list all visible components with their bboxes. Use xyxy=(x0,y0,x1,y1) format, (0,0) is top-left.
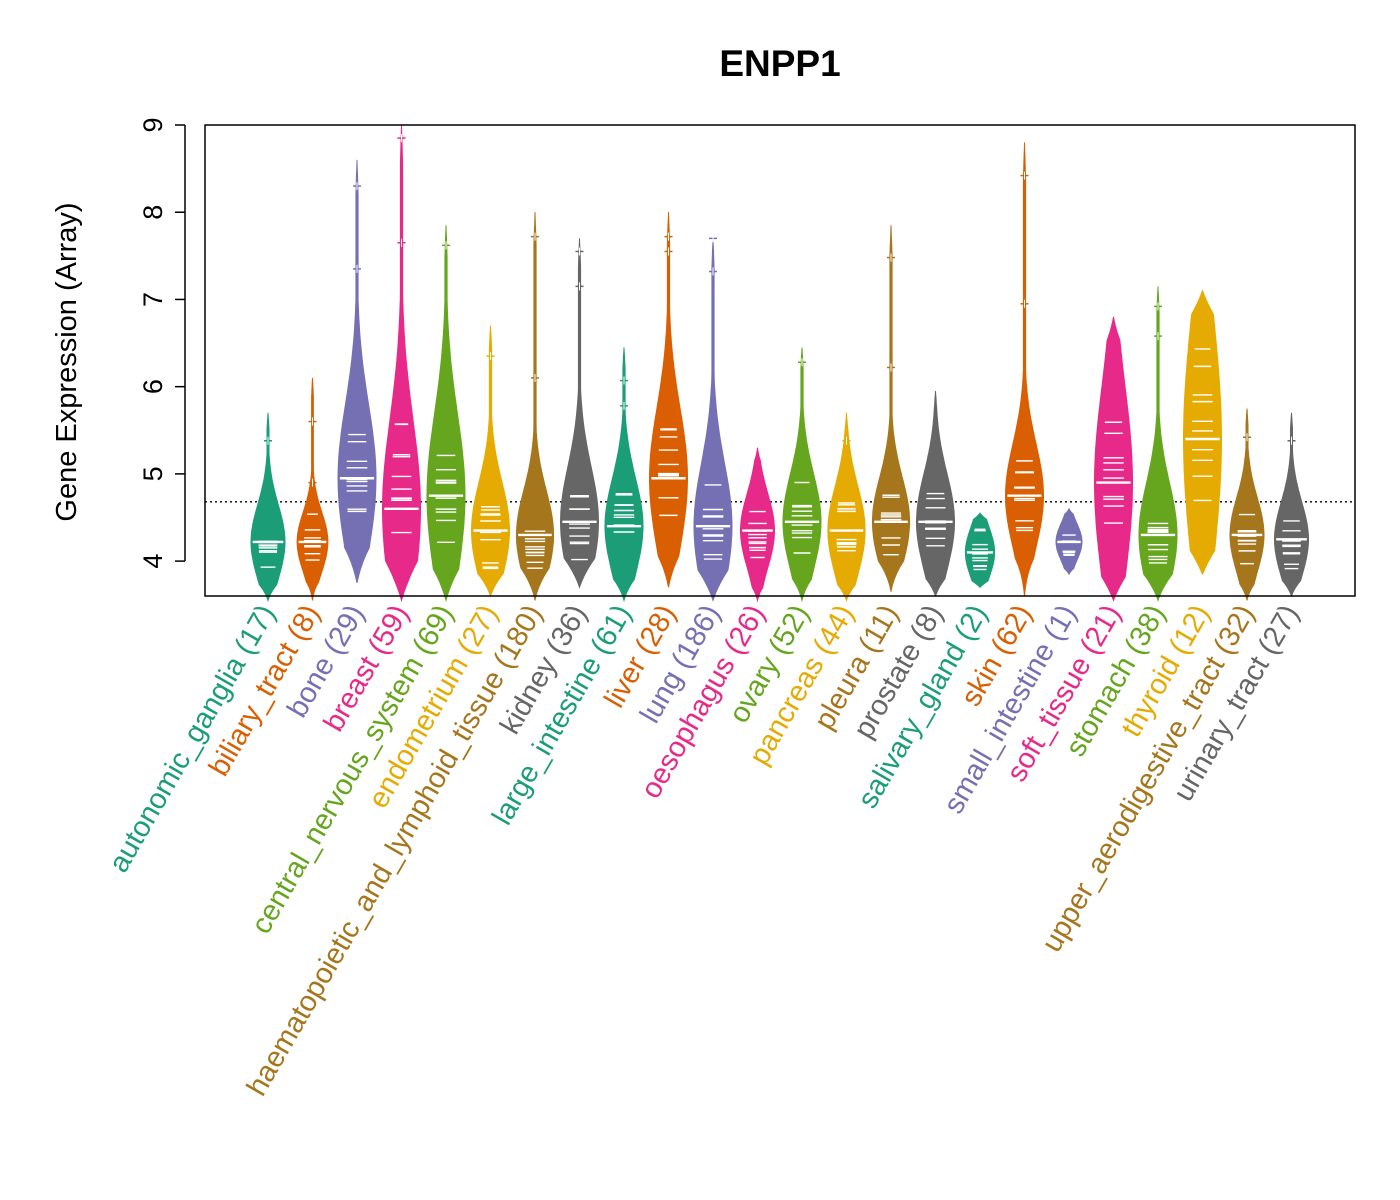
violin-group xyxy=(1229,408,1265,601)
y-tick-label: 4 xyxy=(138,554,168,569)
y-tick-label: 8 xyxy=(138,205,168,220)
violin-group xyxy=(693,234,733,602)
violin-group xyxy=(916,390,955,598)
violin-group xyxy=(1138,286,1178,602)
violin-group xyxy=(296,377,329,601)
violin-body xyxy=(1183,289,1222,576)
y-axis: 4 5 6 7 8 9 xyxy=(138,117,186,569)
violin-group xyxy=(649,212,688,588)
violin-group xyxy=(382,124,421,603)
violin-body xyxy=(471,325,510,598)
violin-group xyxy=(471,325,510,598)
violin-body xyxy=(649,212,688,588)
violin-group xyxy=(740,447,775,603)
violin-body xyxy=(1229,408,1265,601)
violin-group xyxy=(1183,289,1222,576)
y-tick-label: 9 xyxy=(138,117,168,132)
violin-body xyxy=(337,159,377,584)
violin-body xyxy=(296,377,329,601)
violin-group xyxy=(964,512,996,589)
violin-body xyxy=(1094,316,1133,602)
violin-group xyxy=(250,412,286,602)
chart-title: ENPP1 xyxy=(719,43,840,84)
violin-group xyxy=(1274,412,1309,598)
violin-body xyxy=(559,238,600,589)
violin-body xyxy=(382,124,421,603)
violin-group xyxy=(827,412,866,602)
violin-body xyxy=(871,225,911,592)
y-tick-label: 7 xyxy=(138,292,168,307)
violin-body xyxy=(1004,142,1045,597)
violin-group xyxy=(426,225,466,603)
violin-group xyxy=(337,159,377,584)
violin-group xyxy=(604,347,644,603)
violin-group xyxy=(782,347,822,603)
violin-body xyxy=(604,347,644,603)
y-tick-label: 5 xyxy=(138,466,168,481)
violin-group xyxy=(871,225,911,592)
y-axis-label: Gene Expression (Array) xyxy=(51,202,83,521)
violin-body xyxy=(1274,412,1309,598)
violin-body xyxy=(515,212,555,601)
plot-frame xyxy=(204,124,1356,597)
violin-group xyxy=(559,238,600,589)
violin-group xyxy=(1004,142,1045,597)
violin-group xyxy=(1094,316,1133,602)
violin-body xyxy=(782,347,822,603)
violin-body xyxy=(693,238,733,602)
violin-body xyxy=(827,412,866,602)
violin-body xyxy=(1138,286,1178,602)
plot-area xyxy=(205,124,1355,603)
violin-group xyxy=(515,212,555,601)
x-axis-labels: autonomic_ganglia (17)biliary_tract (8)b… xyxy=(103,600,1306,1102)
violin-body xyxy=(426,225,466,603)
violin-body xyxy=(250,412,286,602)
violin-body xyxy=(964,512,996,589)
violin-group xyxy=(1055,507,1083,576)
y-tick-label: 6 xyxy=(138,379,168,394)
